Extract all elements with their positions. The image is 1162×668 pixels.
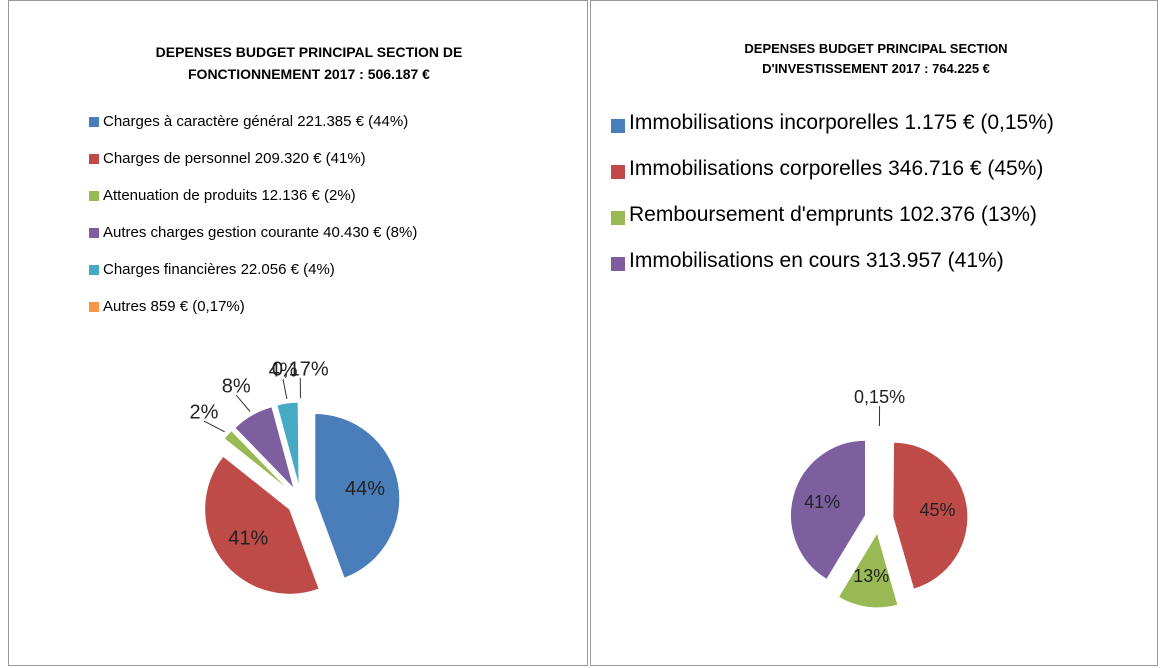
legend-swatch bbox=[89, 228, 99, 238]
legend: Immobilisations incorporelles 1.175 € (0… bbox=[611, 111, 1131, 295]
legend-item: Charges à caractère général 221.385 € (4… bbox=[89, 113, 417, 130]
pie-slice bbox=[276, 401, 300, 488]
legend-item: Charges de personnel 209.320 € (41%) bbox=[89, 150, 417, 167]
pie-slice bbox=[234, 406, 296, 491]
data-label: 0,17% bbox=[272, 358, 329, 380]
pie-chart: 0,15% 45% 13% 41% bbox=[790, 389, 969, 609]
legend: Charges à caractère général 221.385 € (4… bbox=[89, 113, 417, 335]
pie-slice bbox=[837, 531, 899, 609]
legend-swatch bbox=[89, 265, 99, 275]
legend-item: Autres 859 € (0,17%) bbox=[89, 298, 417, 315]
pie-slice bbox=[223, 429, 291, 492]
legend-swatch bbox=[89, 117, 99, 127]
legend-item: Remboursement d'emprunts 102.376 (13%) bbox=[611, 203, 1131, 227]
legend-label: Immobilisations corporelles 346.716 € (4… bbox=[629, 157, 1044, 180]
legend-swatch bbox=[611, 257, 625, 271]
pie-slice bbox=[204, 455, 320, 595]
legend-label: Immobilisations incorporelles 1.175 € (0… bbox=[629, 111, 1054, 134]
data-label: 2% bbox=[189, 401, 218, 423]
legend-label: Attenuation de produits 12.136 € (2%) bbox=[103, 187, 356, 204]
panel: DEPENSES BUDGET PRINCIPAL SECTION D'INVE… bbox=[590, 0, 1158, 666]
legend-label: Charges de personnel 209.320 € (41%) bbox=[103, 150, 366, 167]
legend-label: Immobilisations en cours 313.957 (41%) bbox=[629, 249, 1004, 272]
legend-label: Charges à caractère général 221.385 € (4… bbox=[103, 113, 409, 130]
legend-label: Autres charges gestion courante 40.430 €… bbox=[103, 224, 418, 241]
pie-slice bbox=[790, 439, 867, 581]
data-label: 45% bbox=[919, 500, 955, 520]
data-label: 41% bbox=[228, 527, 268, 549]
pie-slice bbox=[314, 413, 401, 579]
pie-slice bbox=[878, 429, 881, 506]
legend-item: Immobilisations incorporelles 1.175 € (0… bbox=[611, 111, 1131, 135]
data-label: 8% bbox=[222, 375, 251, 397]
data-label: 44% bbox=[345, 478, 385, 500]
legend-swatch bbox=[611, 211, 625, 225]
data-label: 4% bbox=[269, 360, 298, 382]
data-label: 0,15% bbox=[854, 389, 905, 407]
pie-slice bbox=[892, 441, 969, 590]
data-label: 41% bbox=[804, 492, 840, 512]
legend-item: Attenuation de produits 12.136 € (2%) bbox=[89, 187, 417, 204]
legend-swatch bbox=[89, 154, 99, 164]
leader-line bbox=[203, 420, 225, 433]
legend-label: Charges financières 22.056 € (4%) bbox=[103, 261, 335, 278]
legend-label: Autres 859 € (0,17%) bbox=[103, 298, 245, 315]
legend-swatch bbox=[611, 119, 625, 133]
legend-swatch bbox=[89, 191, 99, 201]
legend-item: Immobilisations corporelles 346.716 € (4… bbox=[611, 157, 1131, 181]
pie-slice bbox=[299, 401, 302, 488]
legend-item: Charges financières 22.056 € (4%) bbox=[89, 261, 417, 278]
leader-line bbox=[235, 394, 251, 412]
chart-title: DEPENSES BUDGET PRINCIPAL SECTION DE FON… bbox=[155, 44, 463, 82]
legend-label: Remboursement d'emprunts 102.376 (13%) bbox=[629, 203, 1037, 226]
pie-chart: 44% 41% 2%8% 4%0,17% bbox=[189, 358, 401, 595]
panel: DEPENSES BUDGET PRINCIPAL SECTION DE FON… bbox=[8, 0, 588, 666]
chart-title: DEPENSES BUDGET PRINCIPAL SECTION D'INVE… bbox=[744, 41, 1008, 76]
legend-swatch bbox=[89, 302, 99, 312]
legend-swatch bbox=[611, 165, 625, 179]
legend-item: Immobilisations en cours 313.957 (41%) bbox=[611, 249, 1131, 273]
data-label: 13% bbox=[853, 566, 889, 586]
legend-item: Autres charges gestion courante 40.430 €… bbox=[89, 224, 417, 241]
leader-line bbox=[282, 379, 288, 400]
